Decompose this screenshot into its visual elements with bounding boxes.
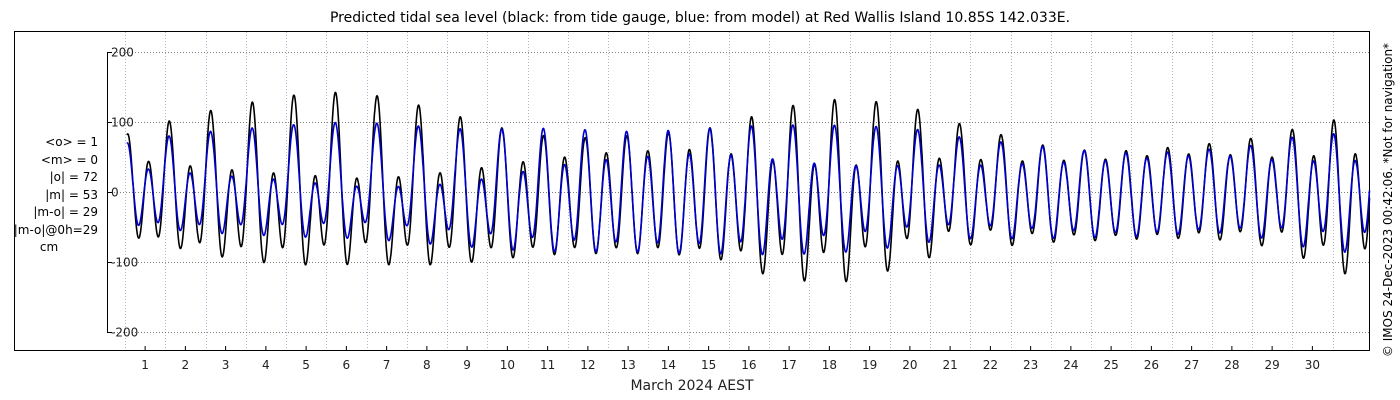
- x-tick-label: 29: [1264, 358, 1279, 372]
- x-tick-label: 21: [942, 358, 957, 372]
- x-tick-label: 22: [983, 358, 998, 372]
- x-tick-label: 12: [580, 358, 595, 372]
- x-tick-label: 3: [222, 358, 230, 372]
- x-tick-label: 9: [463, 358, 471, 372]
- x-tick-labels: 1 2 3 4 5 6 7 8 9 10 11 12 13 14 15 16 17 18 19 20 21 22 23 24 2…: [141, 346, 1320, 372]
- y-tick-labels: 200 100 0 -100 -200: [107, 46, 138, 340]
- x-tick-label: 26: [1144, 358, 1159, 372]
- stat-abs-observed: |o| = 72: [49, 170, 98, 184]
- x-tick-label: 16: [741, 358, 756, 372]
- x-tick-label: 25: [1103, 358, 1118, 372]
- x-tick-label: 15: [701, 358, 716, 372]
- stat-abs-difference: |m-o| = 29: [33, 205, 98, 219]
- y-tick-label: -100: [111, 256, 138, 270]
- chart-title: Predicted tidal sea level (black: from t…: [329, 10, 1071, 26]
- stat-abs-model: |m| = 53: [45, 187, 98, 202]
- series-model-line: [126, 121, 1371, 256]
- stat-mean-model: <m> = 0: [40, 152, 98, 167]
- grid: [108, 32, 1369, 350]
- x-tick-label: 19: [862, 358, 877, 372]
- copyright-notice: © IMOS 24-Dec-2023 00:42:06. *Not for na…: [1378, 0, 1398, 400]
- x-tick-label: 23: [1023, 358, 1038, 372]
- y-tick-label: 200: [111, 46, 134, 60]
- series-lines: [126, 91, 1371, 283]
- x-tick-label: 10: [500, 358, 515, 372]
- x-tick-label: 2: [182, 358, 190, 372]
- x-tick-label: 14: [661, 358, 676, 372]
- x-tick-label: 17: [781, 358, 796, 372]
- x-tick-label: 20: [902, 358, 917, 372]
- statistics-panel: <o> = 1 <m> = 0 |o| = 72 |m| = 53 |m-o| …: [0, 134, 98, 257]
- y-tick-label: -200: [111, 326, 138, 340]
- stat-unit: cm: [39, 240, 59, 254]
- x-tick-label: 1: [141, 358, 149, 372]
- x-tick-label: 11: [540, 358, 555, 372]
- plot-frame: [14, 31, 1370, 351]
- x-tick-label: 4: [262, 358, 270, 372]
- x-tick-label: 28: [1224, 358, 1239, 372]
- x-tick-label: 24: [1063, 358, 1078, 372]
- y-tick-label: 100: [111, 116, 134, 130]
- x-axis-label: March 2024 AEST: [630, 378, 754, 394]
- x-tick-label: 6: [343, 358, 351, 372]
- y-tick-label: 0: [111, 186, 119, 200]
- stat-abs-difference-0h: |m-o|@0h=29: [13, 222, 98, 237]
- x-tick-label: 30: [1305, 358, 1320, 372]
- stat-mean-observed: <o> = 1: [45, 135, 98, 149]
- x-tick-label: 7: [383, 358, 391, 372]
- x-tick-label: 13: [620, 358, 635, 372]
- x-tick-label: 18: [822, 358, 837, 372]
- x-tick-label: 27: [1184, 358, 1199, 372]
- x-tick-label: 8: [423, 358, 431, 372]
- x-tick-label: 5: [302, 358, 310, 372]
- copyright-text: © IMOS 24-Dec-2023 00:42:06. *Not for na…: [1381, 42, 1395, 358]
